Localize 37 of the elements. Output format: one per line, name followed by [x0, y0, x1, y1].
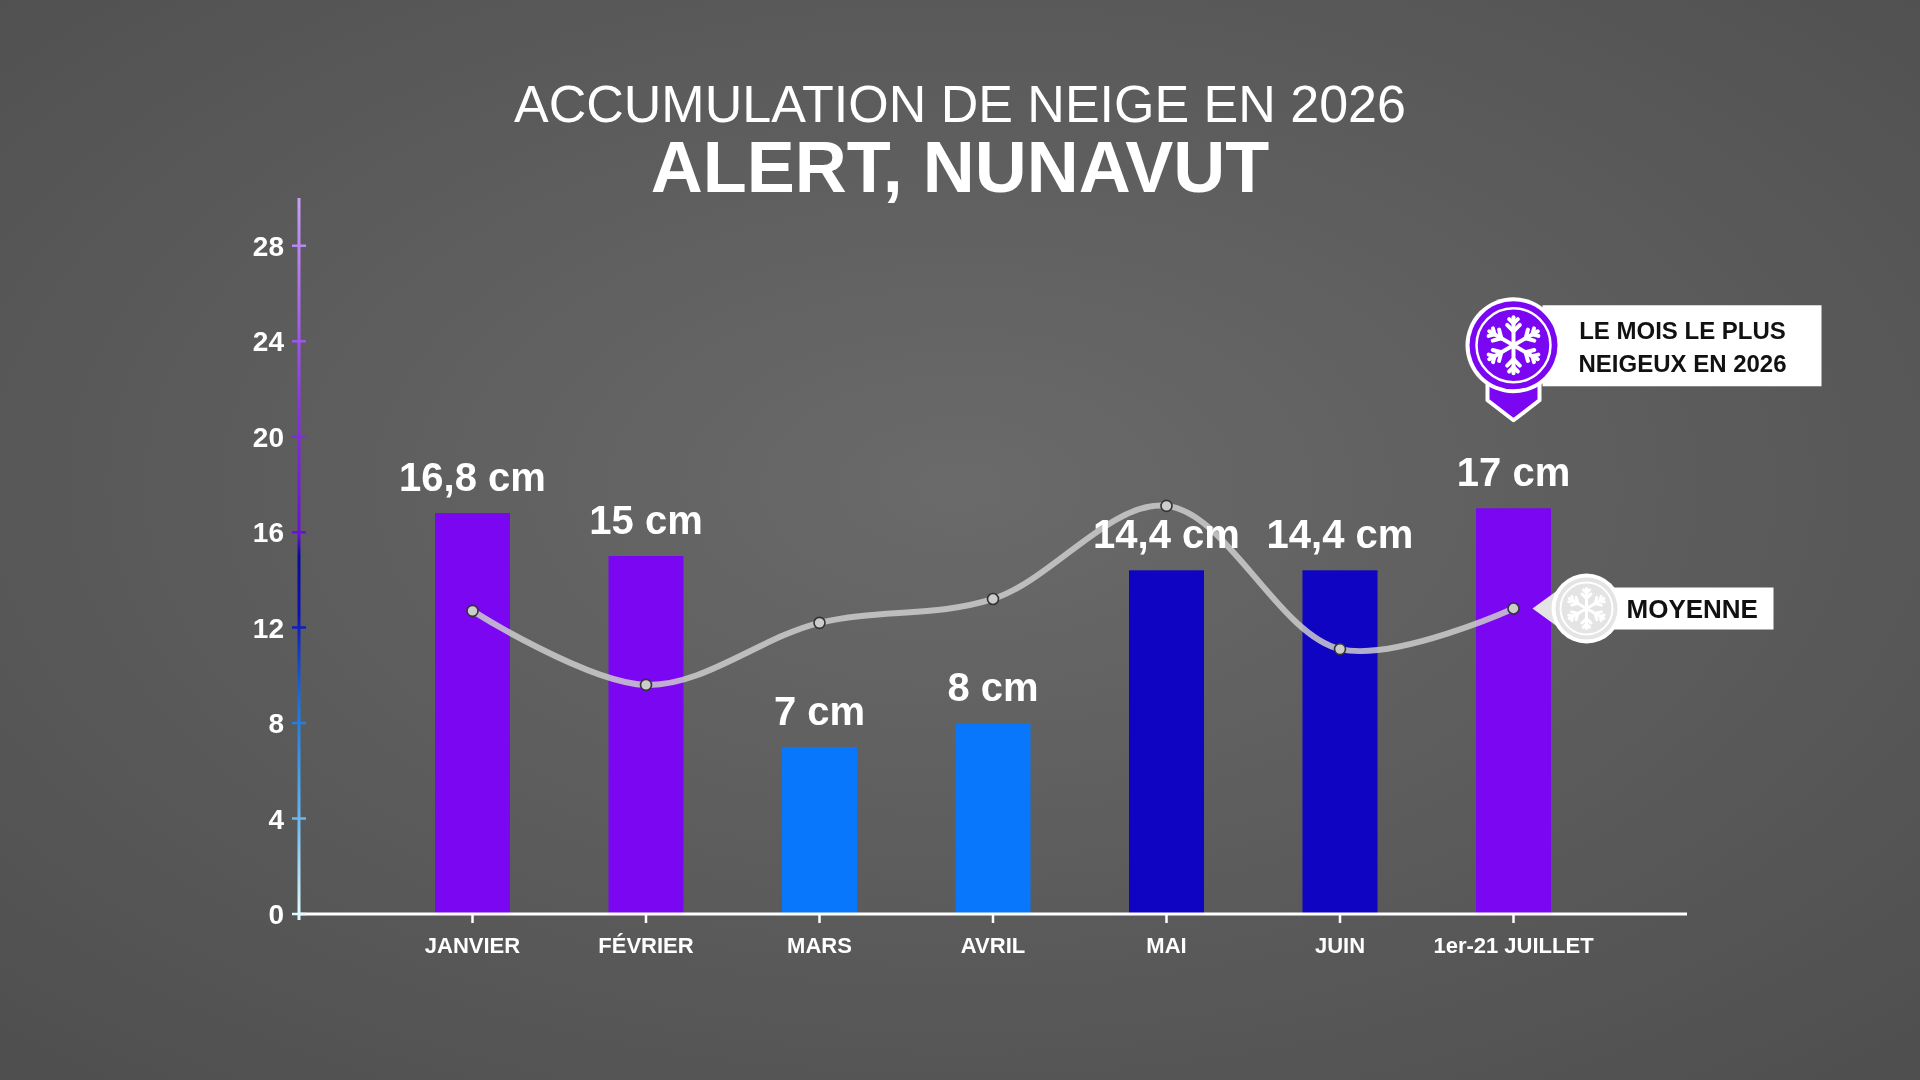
data-label: 17 cm — [1456, 450, 1571, 495]
y-tick-label: 24 — [252, 326, 285, 358]
point — [1507, 602, 1520, 615]
bar — [1302, 570, 1378, 914]
y-tick-label: 12 — [252, 612, 284, 644]
annotation: LE MOIS LE PLUS NEIGEUX EN 2026 — [1578, 317, 1787, 378]
data-label: 8 cm — [947, 665, 1039, 710]
point — [1333, 642, 1347, 656]
y-tick-label: 28 — [252, 230, 284, 262]
data-label: 7 cm — [773, 688, 866, 733]
point — [813, 616, 826, 630]
y-tick-label: 0 — [268, 899, 284, 930]
point — [639, 678, 653, 692]
y-tick-label: 4 — [268, 803, 285, 835]
bar — [955, 723, 1031, 914]
y-tick-label: 8 — [268, 708, 284, 740]
x-tick-label: MARS — [787, 933, 852, 958]
data-label: 15 cm — [589, 498, 703, 542]
data-label: 14,4 cm — [1266, 512, 1414, 557]
x-tick-label: JUIN — [1314, 933, 1366, 958]
x-tick-label: AVRIL — [960, 933, 1026, 958]
x-tick-label: FÉVRIER — [598, 933, 694, 958]
y-tick-label: 16 — [252, 517, 284, 549]
bar — [435, 513, 510, 914]
point — [1160, 499, 1173, 513]
x-tick-label: MAI — [1146, 933, 1187, 958]
x-tick-label: JANVIER — [424, 933, 521, 958]
data-label: 16,8 cm — [399, 455, 546, 500]
x-tick-label: 1er-21 JUILLET — [1433, 933, 1595, 958]
bar — [782, 746, 857, 914]
bar — [608, 556, 684, 914]
y-tick-label: 20 — [252, 421, 284, 453]
bar — [1129, 570, 1204, 914]
point — [466, 604, 479, 618]
bar — [1476, 508, 1551, 914]
text: MOYENNE — [1626, 593, 1758, 624]
point — [986, 592, 1000, 606]
